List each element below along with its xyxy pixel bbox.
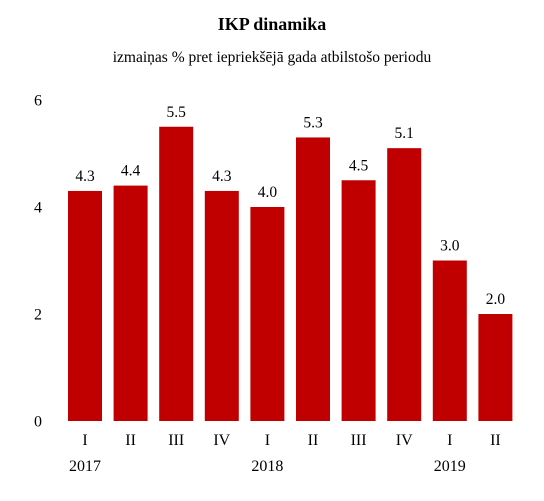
bar	[250, 207, 285, 421]
x-tick-label: IV	[396, 432, 413, 449]
y-axis: 0 2 4 6	[34, 93, 42, 431]
data-label: 2.0	[486, 291, 506, 308]
bar	[296, 137, 330, 421]
data-label: 4.3	[75, 168, 95, 185]
data-label: 4.3	[212, 168, 232, 185]
x-tick-label: III	[351, 432, 367, 449]
data-label: 5.3	[303, 114, 323, 131]
data-label: 4.4	[121, 163, 141, 180]
year-label: 2019	[434, 458, 466, 475]
year-label: 2017	[69, 458, 101, 475]
x-tick-label: II	[490, 432, 501, 449]
data-label: 3.0	[440, 238, 460, 255]
bars	[68, 126, 513, 421]
x-tick-label: III	[168, 432, 184, 449]
data-label: 4.5	[349, 157, 369, 174]
chart-title: IKP dinamika	[218, 14, 327, 34]
y-tick-label: 6	[34, 93, 42, 110]
x-tick-label: II	[125, 432, 136, 449]
y-tick-label: 4	[34, 200, 42, 217]
data-label: 5.1	[395, 125, 414, 142]
chart-subtitle: izmaiņas % pret iepriekšējā gada atbilst…	[113, 49, 432, 66]
x-tick-label: I	[265, 432, 270, 449]
bar	[68, 190, 102, 421]
bar	[204, 190, 239, 421]
x-tick-label: II	[308, 432, 319, 449]
bar	[387, 148, 422, 421]
data-label: 4.0	[258, 184, 278, 201]
year-label: 2018	[251, 458, 283, 475]
bar	[341, 180, 376, 421]
data-label: 5.5	[167, 104, 187, 121]
y-tick-label: 2	[34, 307, 42, 324]
bar	[113, 185, 148, 421]
bar	[478, 314, 513, 421]
data-labels: 4.3 4.4 5.5 4.3 4.0 5.3 4.5 5.1 3.0 2.0	[75, 104, 505, 308]
bar	[432, 260, 467, 421]
x-tick-label: I	[82, 432, 87, 449]
y-tick-label: 0	[34, 414, 42, 431]
x-tick-label: I	[447, 432, 452, 449]
x-tick-label: IV	[213, 432, 230, 449]
bar	[159, 126, 194, 421]
